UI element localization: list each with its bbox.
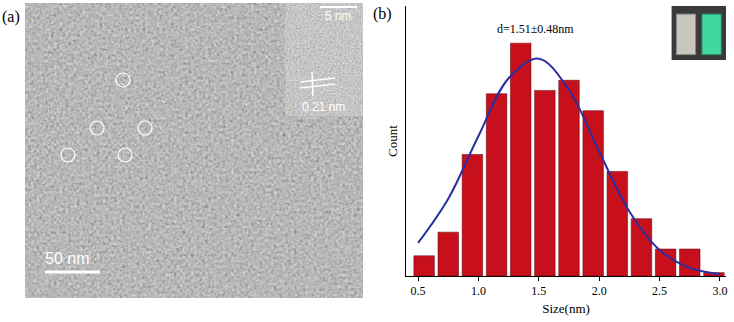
svg-text:2.5: 2.5 [652,284,667,298]
svg-text:2.0: 2.0 [592,284,607,298]
svg-text:Count: Count [385,125,400,157]
svg-text:3.0: 3.0 [712,284,727,298]
svg-text:d=1.51±0.48nm: d=1.51±0.48nm [497,22,574,36]
svg-text:(b): (b) [373,5,392,23]
svg-text:5 nm: 5 nm [325,9,352,23]
svg-text:0.5: 0.5 [411,284,426,298]
svg-text:1.0: 1.0 [471,284,486,298]
svg-text:Size(nm): Size(nm) [542,301,590,316]
svg-text:1.5: 1.5 [531,284,546,298]
svg-text:0.21 nm: 0.21 nm [302,100,345,114]
svg-text:50 nm: 50 nm [45,250,89,267]
svg-text:(a): (a) [2,8,20,26]
